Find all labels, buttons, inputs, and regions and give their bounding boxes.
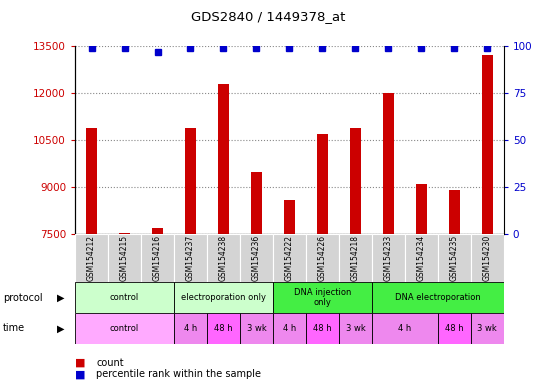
Text: GSM154234: GSM154234: [417, 235, 426, 281]
Bar: [174, 234, 207, 282]
Bar: [152, 228, 163, 234]
Bar: [481, 55, 493, 234]
Bar: [284, 200, 295, 234]
Text: 48 h: 48 h: [445, 324, 464, 333]
Text: ■: ■: [75, 358, 86, 368]
Bar: [251, 172, 262, 234]
Bar: [372, 282, 504, 313]
Text: GSM154226: GSM154226: [318, 235, 327, 281]
Bar: [273, 282, 372, 313]
Bar: [174, 282, 273, 313]
Text: GSM154236: GSM154236: [252, 235, 261, 281]
Text: 48 h: 48 h: [214, 324, 233, 333]
Text: GSM154238: GSM154238: [219, 235, 228, 281]
Bar: [349, 127, 361, 234]
Text: control: control: [110, 293, 139, 302]
Text: GSM154218: GSM154218: [351, 235, 360, 281]
Bar: [75, 282, 174, 313]
Text: ■: ■: [75, 369, 86, 379]
Text: GSM154233: GSM154233: [384, 235, 393, 281]
Text: protocol: protocol: [3, 293, 42, 303]
Bar: [449, 190, 460, 234]
Text: 4 h: 4 h: [398, 324, 412, 333]
Bar: [405, 234, 438, 282]
Text: 3 wk: 3 wk: [346, 324, 366, 333]
Bar: [273, 313, 306, 344]
Text: GSM154237: GSM154237: [186, 235, 195, 281]
Bar: [317, 134, 328, 234]
Text: GSM154212: GSM154212: [87, 235, 96, 281]
Bar: [438, 313, 471, 344]
Bar: [119, 233, 130, 234]
Text: electroporation only: electroporation only: [181, 293, 266, 302]
Bar: [207, 234, 240, 282]
Text: 48 h: 48 h: [313, 324, 332, 333]
Text: count: count: [96, 358, 124, 368]
Text: 3 wk: 3 wk: [247, 324, 266, 333]
Text: 3 wk: 3 wk: [478, 324, 497, 333]
Text: percentile rank within the sample: percentile rank within the sample: [96, 369, 262, 379]
Text: ▶: ▶: [57, 323, 65, 333]
Text: ▶: ▶: [57, 293, 65, 303]
Bar: [306, 234, 339, 282]
Bar: [383, 93, 394, 234]
Text: GSM154215: GSM154215: [120, 235, 129, 281]
Text: GSM154235: GSM154235: [450, 235, 459, 281]
Bar: [75, 234, 108, 282]
Bar: [185, 127, 196, 234]
Bar: [471, 234, 504, 282]
Bar: [240, 313, 273, 344]
Text: GSM154216: GSM154216: [153, 235, 162, 281]
Text: DNA electroporation: DNA electroporation: [395, 293, 481, 302]
Bar: [372, 313, 438, 344]
Bar: [438, 234, 471, 282]
Text: 4 h: 4 h: [184, 324, 197, 333]
Bar: [141, 234, 174, 282]
Text: GSM154222: GSM154222: [285, 235, 294, 281]
Text: time: time: [3, 323, 25, 333]
Bar: [240, 234, 273, 282]
Text: GSM154230: GSM154230: [483, 235, 492, 281]
Bar: [415, 184, 427, 234]
Bar: [339, 313, 372, 344]
Bar: [273, 234, 306, 282]
Text: control: control: [110, 324, 139, 333]
Bar: [218, 84, 229, 234]
Bar: [306, 313, 339, 344]
Bar: [372, 234, 405, 282]
Bar: [339, 234, 372, 282]
Bar: [75, 313, 174, 344]
Text: GDS2840 / 1449378_at: GDS2840 / 1449378_at: [191, 10, 345, 23]
Bar: [471, 313, 504, 344]
Bar: [108, 234, 141, 282]
Bar: [86, 127, 98, 234]
Bar: [207, 313, 240, 344]
Bar: [174, 313, 207, 344]
Text: DNA injection
only: DNA injection only: [294, 288, 351, 307]
Text: 4 h: 4 h: [283, 324, 296, 333]
